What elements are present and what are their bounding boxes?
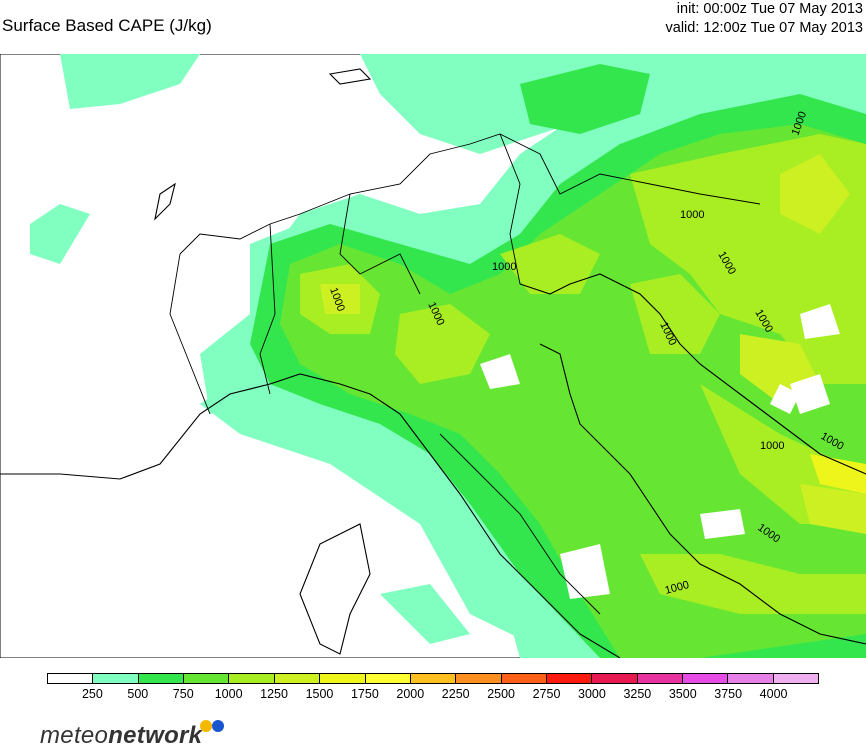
legend-swatch — [683, 674, 729, 683]
legend-tick: 1500 — [305, 687, 334, 701]
legend-swatch — [365, 674, 411, 683]
legend-swatch — [637, 674, 684, 683]
legend-ticks: 250 500 750 1000 1250 1500 1750 2000 225… — [47, 687, 819, 703]
cape-1000-area — [300, 134, 866, 614]
legend-swatch — [773, 674, 819, 683]
legend-swatch — [410, 674, 457, 683]
legend-tick: 2250 — [441, 687, 470, 701]
legend-swatch — [93, 674, 139, 683]
legend-tick: 2000 — [396, 687, 425, 701]
color-legend — [47, 673, 819, 684]
contour-label: 1000 — [492, 261, 516, 273]
legend-swatch — [456, 674, 502, 683]
legend-swatch — [48, 674, 94, 683]
cape-1500-area — [810, 454, 866, 494]
logo-text-bold: network — [108, 722, 203, 749]
cape-1250-area — [320, 154, 866, 534]
valid-time: valid: 12:00z Tue 07 May 2013 — [665, 20, 864, 36]
legend-tick: 4000 — [759, 687, 788, 701]
run-times: init: 00:00z Tue 07 May 2013 valid: 12:0… — [666, 0, 864, 38]
legend-tick: 3500 — [668, 687, 697, 701]
borders — [169, 133, 761, 615]
logo-dot-blue — [212, 720, 224, 732]
logo-dot-yellow — [200, 720, 212, 732]
legend-tick: 750 — [172, 687, 194, 701]
init-time: init: 00:00z Tue 07 May 2013 — [676, 1, 863, 17]
legend-swatch — [320, 674, 366, 683]
legend-swatch — [138, 674, 185, 683]
legend-tick: 3000 — [578, 687, 606, 701]
legend-tick: 1000 — [214, 687, 243, 701]
cape-map: 1000 1000 1000 1000 1000 1000 1000 1000 … — [0, 54, 866, 658]
legend-tick: 500 — [127, 687, 149, 701]
legend-swatch — [728, 674, 774, 683]
legend-swatch — [274, 674, 321, 683]
legend-swatch — [546, 674, 593, 683]
legend-tick: 250 — [81, 687, 103, 701]
no-cape-holes — [480, 304, 840, 599]
chart-title: Surface Based CAPE (J/kg) — [2, 16, 212, 35]
logo-text-light: meteo — [40, 722, 109, 749]
meteonetwork-logo: meteonetwork — [40, 722, 202, 750]
coastlines — [0, 68, 866, 658]
contour-label: 1000 — [680, 209, 704, 221]
legend-swatch — [592, 674, 638, 683]
legend-swatch — [501, 674, 547, 683]
legend-swatch — [229, 674, 275, 683]
legend-tick: 1250 — [260, 687, 288, 701]
legend-tick: 1750 — [350, 687, 379, 701]
legend-tick: 2500 — [487, 687, 516, 701]
legend-tick: 3750 — [714, 687, 743, 701]
contour-label: 1000 — [760, 440, 784, 452]
legend-swatch — [184, 674, 230, 683]
legend-tick: 2750 — [532, 687, 561, 701]
legend-tick: 3250 — [623, 687, 652, 701]
